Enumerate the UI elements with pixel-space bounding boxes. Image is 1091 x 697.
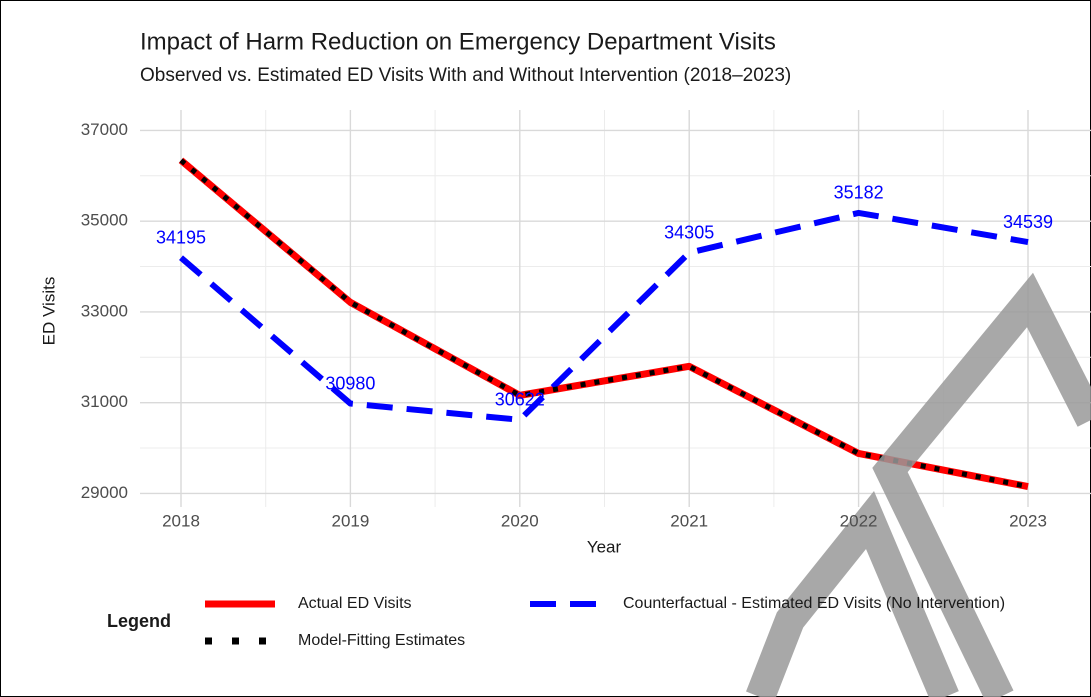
legend-label: Actual ED Visits <box>298 595 412 612</box>
data-label: 34539 <box>1003 212 1053 232</box>
y-tick-label: 37000 <box>81 120 128 139</box>
watermark <box>746 272 1091 697</box>
grid <box>140 110 1091 507</box>
legend-label: Counterfactual - Estimated ED Visits (No… <box>623 595 1005 612</box>
chart-title: Impact of Harm Reduction on Emergency De… <box>140 28 776 55</box>
chart-subtitle: Observed vs. Estimated ED Visits With an… <box>140 65 791 86</box>
x-tick-label: 2018 <box>162 511 200 530</box>
legend-title: Legend <box>107 611 171 631</box>
legend-label: Model-Fitting Estimates <box>298 632 465 649</box>
series-line <box>179 158 1029 490</box>
labels: 29000 31000 33000 35000 37000 2018 2019 2020 202… <box>81 120 1053 531</box>
y-tick-label: 29000 <box>81 483 128 502</box>
x-tick-label: 2019 <box>331 511 369 530</box>
x-tick-label: 2020 <box>501 511 539 530</box>
y-tick-label: 35000 <box>81 211 128 230</box>
data-label: 34305 <box>664 222 714 242</box>
x-tick-label: 2022 <box>840 511 878 530</box>
y-tick-label: 31000 <box>81 392 128 411</box>
data-label: 30980 <box>325 373 375 393</box>
x-axis-label: Year <box>587 537 622 556</box>
x-tick-label: 2021 <box>670 511 708 530</box>
y-axis-label: ED Visits <box>39 277 58 346</box>
y-tick-label: 33000 <box>81 301 128 320</box>
data-label: 34195 <box>156 227 206 247</box>
data-label: 35182 <box>834 183 884 203</box>
data-label: 30622 <box>495 390 545 410</box>
x-tick-label: 2023 <box>1009 511 1047 530</box>
legend: Actual ED Visits Counterfactual - Estimat… <box>205 595 1005 649</box>
